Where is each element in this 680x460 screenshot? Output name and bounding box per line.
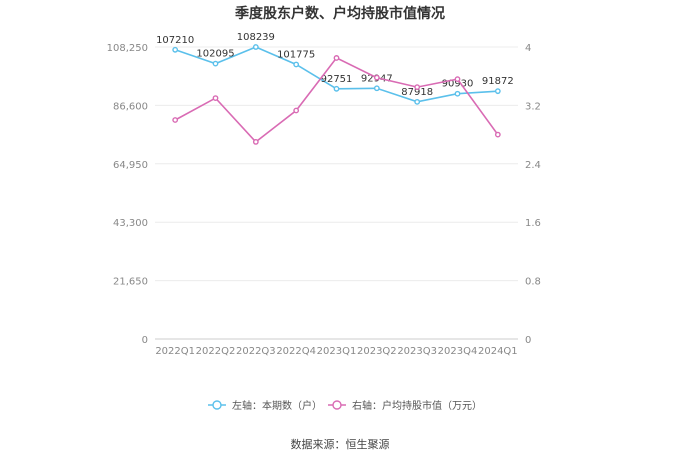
x-tick-label: 2023Q2 (357, 346, 397, 357)
data-point (414, 98, 421, 105)
data-point (414, 84, 421, 91)
data-point (373, 74, 380, 81)
left-tick-label: 64,950 (113, 160, 148, 171)
data-point (494, 131, 501, 138)
data-label: 102095 (196, 49, 234, 60)
data-point (212, 95, 219, 102)
grid (155, 46, 518, 340)
data-label: 108239 (237, 32, 275, 43)
data-label: 91872 (482, 76, 514, 87)
data-label: 87918 (401, 87, 433, 98)
x-tick-label: 2022Q4 (276, 346, 316, 357)
left-tick-label: 108,250 (107, 43, 148, 54)
data-point (252, 138, 259, 145)
right-tick-label: 4 (525, 43, 531, 54)
right-tick-label: 0 (525, 335, 531, 346)
legend-label: 右轴：户均持股市值（万元） (352, 399, 482, 412)
left-tick-label: 21,650 (113, 277, 148, 288)
series-layer: 1072101020951082391017759275192947879189… (156, 32, 514, 145)
left-tick-label: 0 (142, 335, 148, 346)
right-tick-label: 1.6 (525, 218, 541, 229)
legend-label: 左轴：本期数（户） (232, 399, 322, 412)
x-tick-label: 2022Q3 (236, 346, 276, 357)
data-label: 101775 (277, 49, 315, 60)
data-point (494, 88, 501, 95)
source-note: 数据来源：恒生聚源 (291, 437, 390, 451)
data-point (293, 107, 300, 114)
data-point (252, 44, 259, 50)
data-point (454, 76, 461, 83)
series-line-2 (174, 56, 499, 143)
data-point (293, 61, 300, 68)
x-tick-label: 2023Q3 (397, 346, 437, 357)
x-tick-label: 2023Q4 (438, 346, 478, 357)
data-point (373, 85, 380, 92)
left-tick-label: 86,600 (113, 101, 148, 112)
data-label: 92751 (321, 74, 353, 85)
right-axis: 0 0.8 1.6 2.4 3.2 4 (525, 43, 541, 346)
right-tick-label: 0.8 (525, 277, 541, 288)
left-tick-label: 43,300 (113, 218, 148, 229)
legend-marker (332, 400, 342, 410)
x-tick-label: 2023Q1 (317, 346, 357, 357)
data-label: 90930 (442, 79, 474, 90)
data-point (172, 117, 179, 123)
chart-title: 季度股东户数、户均持股市值情况 (234, 5, 445, 22)
data-point (454, 90, 461, 97)
legend-marker (212, 400, 222, 410)
data-point (212, 60, 219, 67)
x-tick-label: 2024Q1 (478, 346, 518, 357)
data-point (333, 55, 340, 61)
x-tick-label: 2022Q1 (155, 346, 195, 357)
right-tick-label: 3.2 (525, 101, 541, 112)
right-tick-label: 2.4 (525, 160, 541, 171)
left-axis: 0 21,650 43,300 64,950 86,600 108,250 (107, 43, 148, 346)
legend: 左轴：本期数（户） 右轴：户均持股市值（万元） (208, 399, 482, 412)
data-point (172, 46, 179, 53)
data-label: 107210 (156, 35, 194, 46)
data-point (333, 85, 340, 92)
x-tick-label: 2022Q2 (196, 346, 236, 357)
x-axis: 2022Q1 2022Q2 2022Q3 2022Q4 2023Q1 2023Q2 2023… (155, 346, 517, 357)
